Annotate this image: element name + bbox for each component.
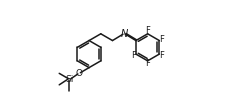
Text: F: F — [144, 59, 149, 68]
Text: Si: Si — [65, 75, 73, 84]
Text: N: N — [120, 29, 127, 39]
Text: F: F — [130, 51, 135, 60]
Text: O: O — [75, 69, 82, 78]
Text: F: F — [144, 26, 149, 35]
Text: F: F — [159, 35, 164, 44]
Text: F: F — [159, 51, 164, 60]
